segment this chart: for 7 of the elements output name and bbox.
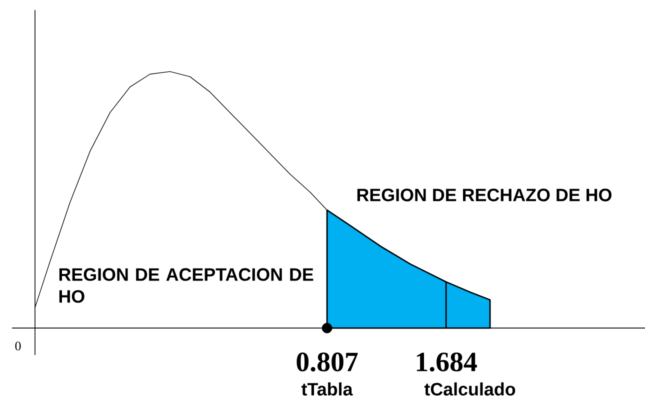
text: tTabla	[301, 382, 353, 396]
annotation: REGION DE RECHAZO DE HO	[357, 188, 612, 202]
text: tCalculado	[424, 382, 516, 396]
text: 0	[15, 342, 21, 350]
x-tick-label: 1.684	[416, 352, 477, 372]
x-tick-label: 0.807	[296, 352, 358, 372]
annotation: REGION DE ACEPTACION DE HO	[59, 268, 314, 303]
